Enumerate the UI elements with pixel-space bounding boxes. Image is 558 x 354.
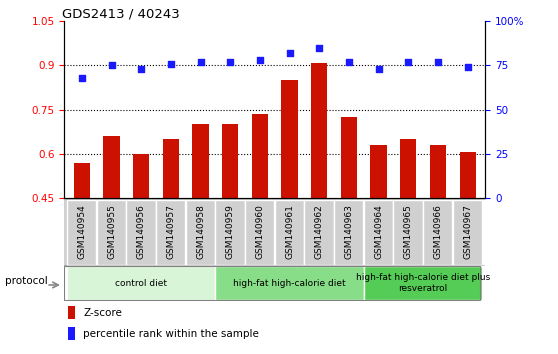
Text: GSM140965: GSM140965 <box>404 204 413 259</box>
Bar <box>281 80 298 198</box>
Bar <box>222 125 238 198</box>
Bar <box>305 200 334 265</box>
Point <box>78 75 86 81</box>
Bar <box>127 200 156 265</box>
Text: protocol: protocol <box>5 276 48 286</box>
Bar <box>163 139 179 198</box>
Text: GSM140962: GSM140962 <box>315 205 324 259</box>
Text: GSM140966: GSM140966 <box>434 204 442 259</box>
Bar <box>311 63 328 198</box>
Point <box>404 59 413 65</box>
Bar <box>133 154 150 198</box>
Text: GSM140954: GSM140954 <box>78 205 86 259</box>
Text: GSM140960: GSM140960 <box>256 204 264 259</box>
Bar <box>341 117 357 198</box>
Text: GSM140955: GSM140955 <box>107 204 116 259</box>
Bar <box>193 125 209 198</box>
Bar <box>423 200 452 265</box>
Bar <box>459 152 476 198</box>
Point <box>434 59 442 65</box>
Bar <box>74 163 90 198</box>
Point <box>374 66 383 72</box>
Text: GSM140961: GSM140961 <box>285 204 294 259</box>
Text: control diet: control diet <box>116 279 167 288</box>
Text: high-fat high-calorie diet plus
resveratrol: high-fat high-calorie diet plus resverat… <box>356 274 490 293</box>
Bar <box>156 200 185 265</box>
Point <box>166 61 175 67</box>
Point <box>137 66 146 72</box>
Bar <box>103 136 120 198</box>
Text: GSM140956: GSM140956 <box>137 204 146 259</box>
Text: high-fat high-calorie diet: high-fat high-calorie diet <box>233 279 346 288</box>
Bar <box>67 200 96 265</box>
Point <box>226 59 235 65</box>
Text: GSM140957: GSM140957 <box>166 204 175 259</box>
Bar <box>371 145 387 198</box>
Point <box>256 57 264 63</box>
Text: GSM140958: GSM140958 <box>196 204 205 259</box>
Point <box>463 64 472 70</box>
Point <box>285 50 294 56</box>
Point <box>107 63 116 68</box>
Bar <box>400 139 416 198</box>
Bar <box>364 266 483 300</box>
Bar <box>215 200 244 265</box>
Text: GSM140967: GSM140967 <box>463 204 472 259</box>
Text: GSM140963: GSM140963 <box>344 204 353 259</box>
Text: GDS2413 / 40243: GDS2413 / 40243 <box>62 7 180 20</box>
Bar <box>215 266 364 300</box>
Bar <box>67 266 215 300</box>
Bar <box>393 200 422 265</box>
Text: GSM140964: GSM140964 <box>374 205 383 259</box>
Bar <box>275 200 304 265</box>
Bar <box>69 307 75 319</box>
Point <box>344 59 353 65</box>
Text: GSM140959: GSM140959 <box>226 204 235 259</box>
Bar <box>430 145 446 198</box>
Bar <box>252 114 268 198</box>
Point <box>315 45 324 51</box>
Point <box>196 59 205 65</box>
Bar <box>364 200 393 265</box>
Bar <box>453 200 482 265</box>
Text: Z-score: Z-score <box>83 308 122 318</box>
Bar <box>245 200 274 265</box>
Bar <box>69 327 75 340</box>
Bar <box>334 200 363 265</box>
Text: percentile rank within the sample: percentile rank within the sample <box>83 329 259 338</box>
Bar <box>186 200 215 265</box>
Bar <box>97 200 126 265</box>
